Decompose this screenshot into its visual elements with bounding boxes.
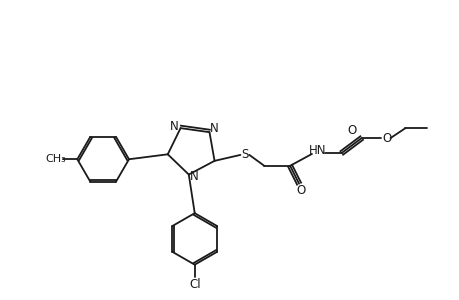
- Text: O: O: [381, 132, 390, 145]
- Text: CH₃: CH₃: [45, 154, 66, 164]
- Text: N: N: [170, 120, 179, 133]
- Text: N: N: [190, 170, 199, 183]
- Text: HN: HN: [308, 145, 326, 158]
- Text: S: S: [241, 148, 248, 161]
- Text: Cl: Cl: [189, 278, 200, 291]
- Text: O: O: [296, 184, 305, 197]
- Text: O: O: [347, 124, 356, 136]
- Text: N: N: [210, 122, 218, 135]
